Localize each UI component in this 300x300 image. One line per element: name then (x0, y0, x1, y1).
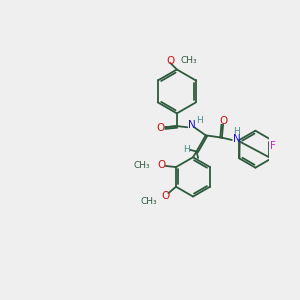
Text: O: O (157, 123, 165, 134)
Text: F: F (270, 141, 276, 152)
Text: CH₃: CH₃ (134, 160, 150, 169)
Text: O: O (161, 191, 169, 201)
Text: H: H (196, 116, 203, 125)
Text: H: H (233, 127, 240, 136)
Text: CH₃: CH₃ (141, 197, 158, 206)
Text: N: N (232, 134, 240, 144)
Text: N: N (188, 120, 196, 130)
Text: CH₃: CH₃ (181, 56, 197, 65)
Text: O: O (219, 116, 227, 126)
Text: O: O (157, 160, 165, 170)
Text: O: O (166, 56, 175, 66)
Text: H: H (183, 145, 190, 154)
